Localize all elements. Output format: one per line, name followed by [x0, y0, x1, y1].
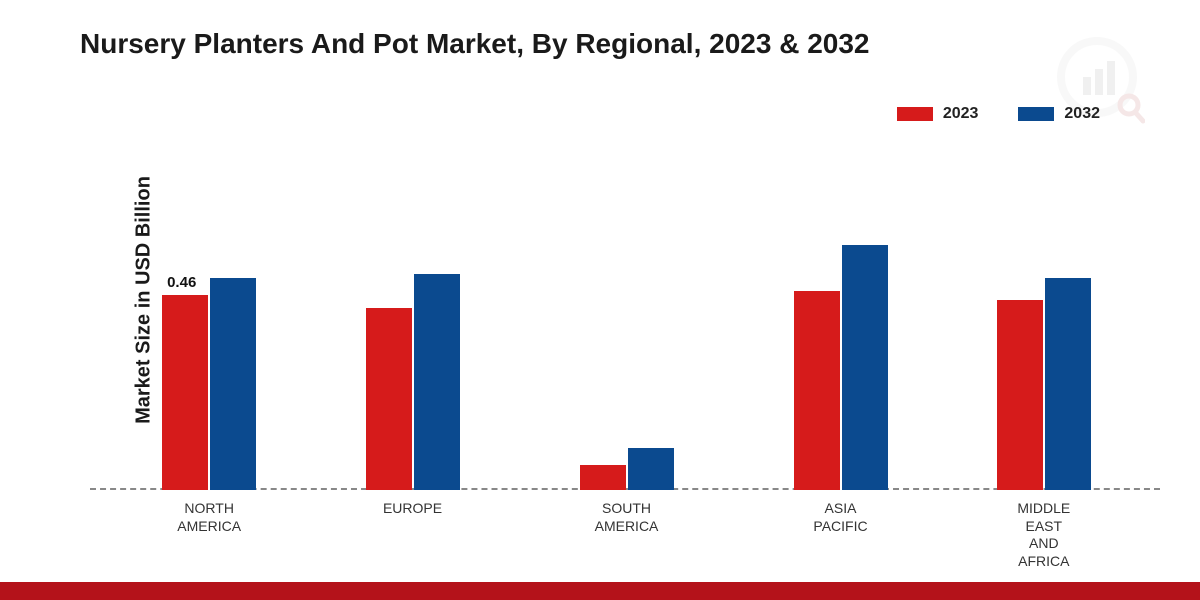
chart-title: Nursery Planters And Pot Market, By Regi… — [80, 28, 869, 60]
bar — [580, 465, 626, 490]
bar — [366, 308, 412, 490]
footer-bar — [0, 582, 1200, 600]
bar — [210, 278, 256, 490]
data-label: 0.46 — [167, 274, 196, 291]
bar — [162, 295, 208, 490]
legend-item-2032: 2032 — [1018, 105, 1100, 123]
legend-label: 2023 — [943, 105, 979, 123]
bar — [794, 291, 840, 490]
legend-swatch-2023 — [897, 107, 933, 121]
region-group: 0.46NORTH AMERICA — [154, 160, 264, 490]
bar — [1045, 278, 1091, 490]
plot-area: 0.46NORTH AMERICA EUROPE SOUTH AMERICA ASIA… — [90, 160, 1160, 490]
legend: 2023 2032 — [897, 105, 1100, 123]
bar — [414, 274, 460, 490]
x-tick-label: ASIA PACIFIC — [813, 490, 867, 535]
bar — [628, 448, 674, 490]
region-group: ASIA PACIFIC — [786, 160, 896, 490]
bar — [842, 245, 888, 490]
chart-container: Nursery Planters And Pot Market, By Regi… — [0, 0, 1200, 600]
x-tick-label: MIDDLE EAST AND AFRICA — [1017, 490, 1070, 570]
legend-item-2023: 2023 — [897, 105, 979, 123]
legend-label: 2032 — [1064, 105, 1100, 123]
region-group: SOUTH AMERICA — [572, 160, 682, 490]
bar — [997, 300, 1043, 490]
region-group: MIDDLE EAST AND AFRICA — [989, 160, 1099, 490]
x-tick-label: SOUTH AMERICA — [595, 490, 659, 535]
region-group: EUROPE — [358, 160, 468, 490]
x-tick-label: EUROPE — [383, 490, 442, 518]
x-tick-label: NORTH AMERICA — [177, 490, 241, 535]
legend-swatch-2032 — [1018, 107, 1054, 121]
